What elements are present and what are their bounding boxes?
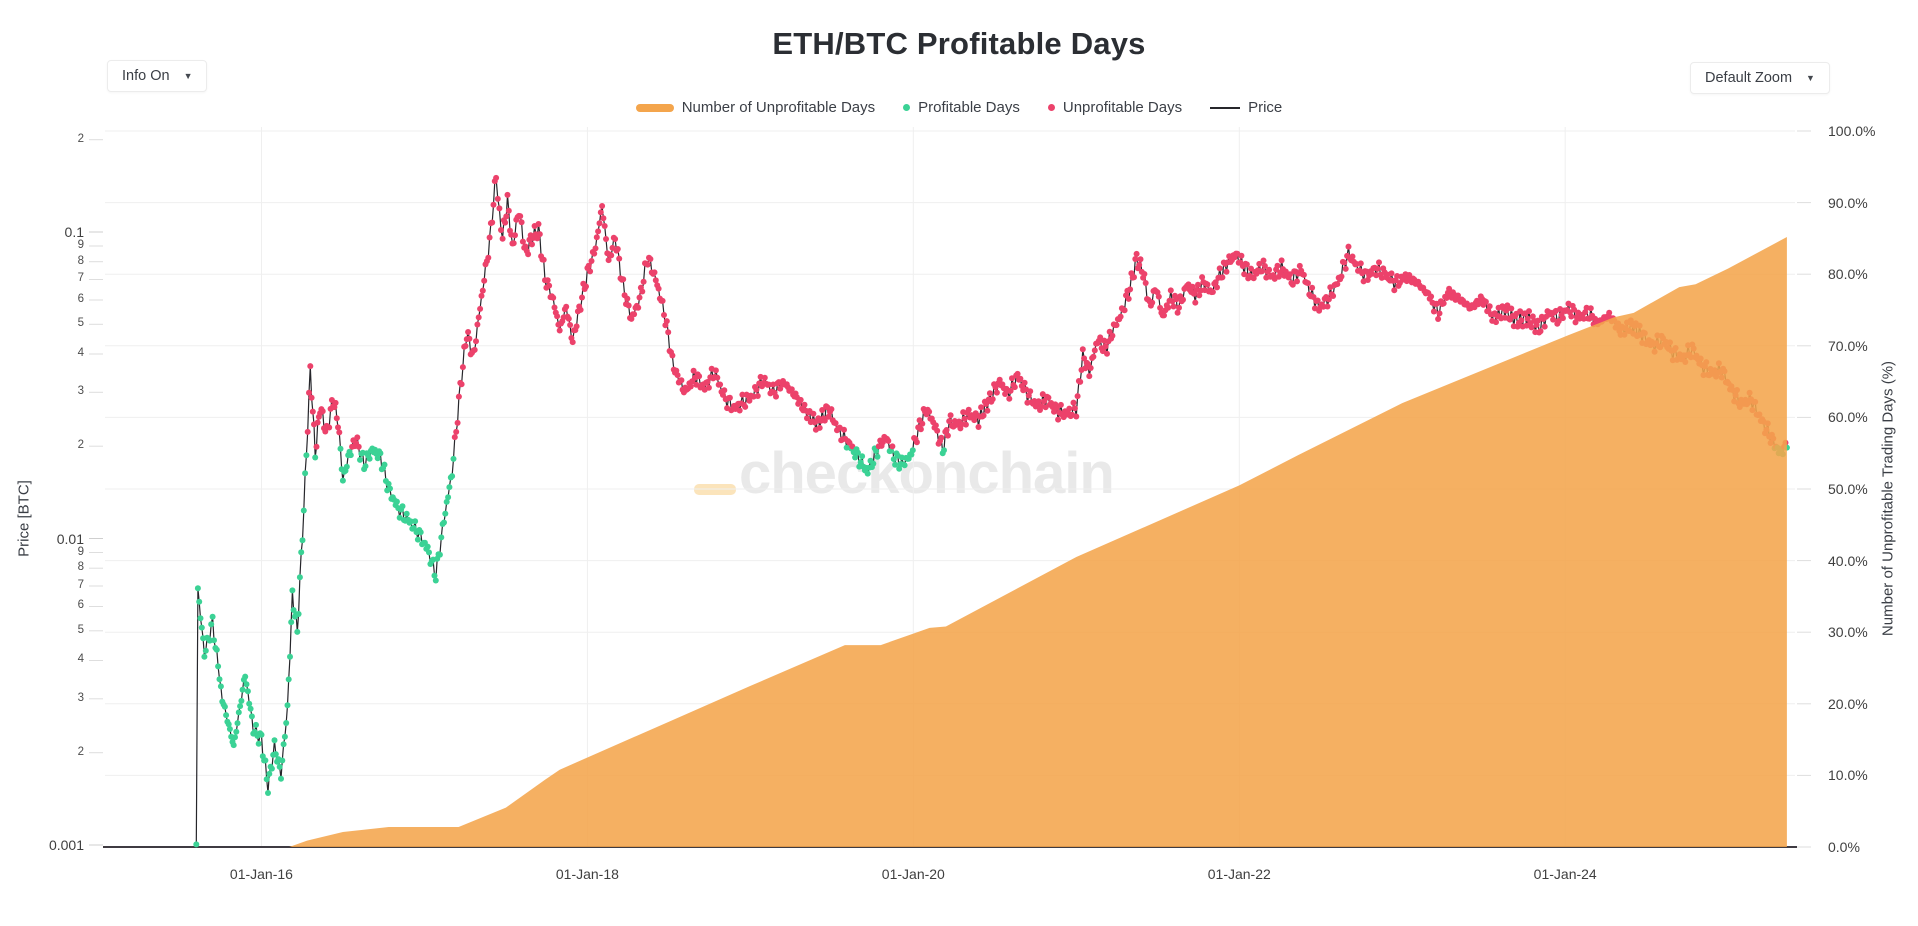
pct-axis-tick-label: 10.0% bbox=[1828, 767, 1868, 784]
pct-axis-tick-label: 100.0% bbox=[1828, 123, 1876, 139]
legend-item-unprofitable-days[interactable]: Unprofitable Days bbox=[1039, 99, 1191, 116]
x-axis-tick-label: 01-Jan-20 bbox=[881, 866, 945, 882]
legend-band-swatch bbox=[635, 103, 674, 112]
legend-dot-swatch bbox=[903, 104, 911, 111]
watermark-text: checkonchain bbox=[739, 441, 1115, 506]
legend-item-label: Number of Unprofitable Days bbox=[681, 99, 876, 116]
info-toggle-dropdown[interactable]: Info On ▼ bbox=[107, 60, 208, 92]
price-axis-tick-label: 4 bbox=[77, 653, 84, 666]
info-toggle-label: Info On bbox=[122, 68, 170, 84]
legend-line-swatch bbox=[1210, 106, 1241, 109]
pct-axis-tick-label: 20.0% bbox=[1828, 695, 1868, 712]
axis-tick-marks bbox=[89, 130, 1811, 848]
unprofitable-days-area bbox=[196, 237, 1787, 847]
pct-axis-tick-label: 90.0% bbox=[1828, 194, 1868, 211]
price-axis-tick-label: 2 bbox=[77, 439, 84, 452]
price-axis-tick-label: 6 bbox=[77, 292, 84, 305]
watermark: checkonchain bbox=[694, 441, 1115, 506]
pct-axis-tick-label: 40.0% bbox=[1828, 552, 1868, 569]
pct-axis-tick-label: 60.0% bbox=[1828, 409, 1868, 426]
x-axis-tick-label: 01-Jan-16 bbox=[229, 866, 293, 882]
pct-axis-tick-label: 70.0% bbox=[1828, 337, 1868, 354]
price-markers bbox=[193, 174, 1790, 848]
price-axis-tick-label: 8 bbox=[77, 254, 84, 267]
price-axis-tick-label: 3 bbox=[77, 691, 84, 704]
pct-axis-tick-label: 30.0% bbox=[1828, 624, 1868, 641]
price-axis-tick-label: 9 bbox=[77, 545, 84, 558]
legend-item-price[interactable]: Price bbox=[1201, 99, 1291, 116]
pct-axis-tick-label: 0.0% bbox=[1828, 839, 1860, 855]
price-axis-tick-label: 0.001 bbox=[48, 837, 84, 853]
zoom-preset-dropdown[interactable]: Default Zoom ▼ bbox=[1690, 62, 1830, 94]
x-axis-tick-label: 01-Jan-18 bbox=[555, 866, 619, 882]
price-axis-tick-label: 7 bbox=[77, 272, 84, 285]
legend-item-label: Price bbox=[1248, 99, 1283, 116]
price-axis-tick-label: 7 bbox=[77, 578, 84, 591]
price-axis-tick-label: 4 bbox=[77, 346, 84, 359]
legend-dot-swatch bbox=[1047, 104, 1055, 111]
caret-down-icon: ▼ bbox=[1806, 73, 1815, 83]
legend-item-profitable-days[interactable]: Profitable Days bbox=[894, 99, 1029, 116]
price-axis-tick-label: 9 bbox=[77, 239, 84, 252]
caret-down-icon: ▼ bbox=[183, 71, 193, 81]
legend: Number of Unprofitable Days Profitable Da… bbox=[0, 99, 1918, 116]
price-axis-tick-label: 3 bbox=[77, 385, 84, 398]
legend-item-label: Unprofitable Days bbox=[1062, 99, 1183, 116]
legend-item-label: Profitable Days bbox=[918, 99, 1020, 116]
x-axis-tick-label: 01-Jan-24 bbox=[1533, 866, 1597, 882]
price-axis-tick-label: 2 bbox=[77, 745, 84, 758]
price-axis-tick-label: 5 bbox=[77, 623, 84, 636]
price-axis-tick-label: 8 bbox=[77, 561, 84, 574]
price-axis-tick-label: 0.01 bbox=[56, 530, 84, 547]
pct-axis-tick-label: 50.0% bbox=[1828, 481, 1868, 497]
price-axis-tick-label: 6 bbox=[77, 599, 84, 612]
pct-axis-tick-label: 80.0% bbox=[1828, 266, 1868, 283]
price-axis-tick-label: 0.1 bbox=[64, 224, 84, 240]
price-axis-tick-label: 5 bbox=[77, 317, 84, 330]
zoom-preset-label: Default Zoom bbox=[1705, 70, 1793, 86]
price-axis-tick-label: 2 bbox=[77, 132, 84, 145]
legend-item-number-of-unprofitable-days[interactable]: Number of Unprofitable Days bbox=[627, 99, 884, 116]
x-axis-tick-label: 01-Jan-22 bbox=[1207, 866, 1271, 882]
page-title: ETH/BTC Profitable Days bbox=[772, 26, 1146, 61]
pct-axis-title: Number of Unprofitable Trading Days (%) bbox=[1879, 360, 1897, 637]
